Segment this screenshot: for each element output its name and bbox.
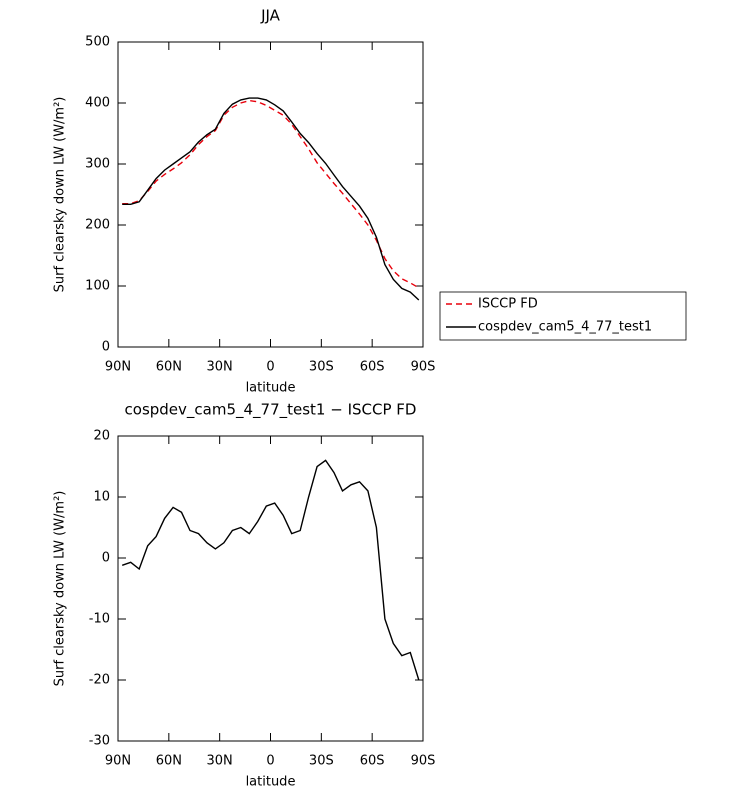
- chart-title: JJA: [260, 7, 281, 25]
- x-tick-label: 30S: [309, 360, 334, 375]
- x-tick-label: 60S: [360, 360, 385, 375]
- x-tick-label: 90N: [105, 754, 131, 769]
- plot-frame: [117, 435, 424, 742]
- y-tick-label: 0: [102, 551, 110, 566]
- y-axis-label: Surf clearsky down LW (W/m²): [53, 97, 68, 293]
- x-tick-label: 60N: [156, 360, 182, 375]
- x-tick-label: 90N: [105, 360, 131, 375]
- plot-frame: [117, 41, 424, 348]
- data-line: [122, 97, 420, 301]
- x-tick-label: 0: [266, 754, 274, 769]
- y-tick-label: 0: [102, 340, 110, 355]
- x-axis-label: latitude: [246, 775, 296, 790]
- legend-box: [439, 291, 687, 341]
- legend-label: cospdev_cam5_4_77_test1: [478, 320, 652, 335]
- x-tick-label: 60S: [360, 754, 385, 769]
- x-tick-label: 0: [266, 360, 274, 375]
- y-tick-label: 100: [85, 279, 110, 294]
- y-tick-label: -10: [89, 612, 110, 627]
- y-tick-label: -30: [89, 734, 110, 749]
- x-tick-label: 30N: [207, 360, 233, 375]
- y-tick-label: 400: [85, 96, 110, 111]
- y-tick-label: 200: [85, 218, 110, 233]
- y-tick-label: 10: [93, 490, 110, 505]
- x-tick-label: 90S: [411, 754, 436, 769]
- y-tick-label: 20: [93, 429, 110, 444]
- y-tick-label: 500: [85, 35, 110, 50]
- data-line: [121, 459, 420, 681]
- x-tick-label: 60N: [156, 754, 182, 769]
- x-axis-label: latitude: [246, 381, 296, 396]
- x-tick-label: 90S: [411, 360, 436, 375]
- x-tick-label: 30S: [309, 754, 334, 769]
- y-tick-label: 300: [85, 157, 110, 172]
- data-line: [122, 99, 420, 289]
- chart-title: cospdev_cam5_4_77_test1 − ISCCP FD: [125, 401, 417, 420]
- legend-label: ISCCP FD: [478, 297, 538, 312]
- y-axis-label: Surf clearsky down LW (W/m²): [53, 491, 68, 687]
- x-tick-label: 30N: [207, 754, 233, 769]
- y-tick-label: -20: [89, 673, 110, 688]
